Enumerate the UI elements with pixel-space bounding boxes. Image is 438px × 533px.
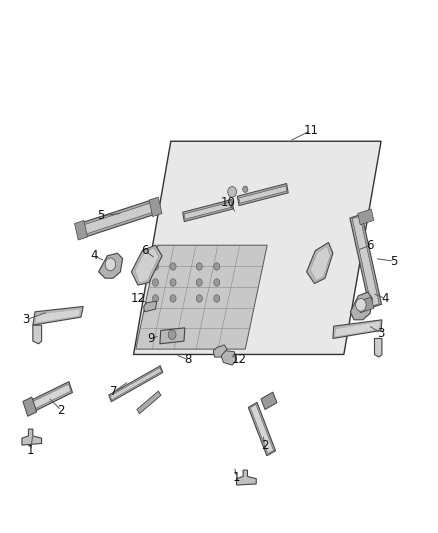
Bar <box>183 199 233 222</box>
Text: 5: 5 <box>97 209 104 222</box>
Circle shape <box>152 295 159 302</box>
Circle shape <box>168 330 176 340</box>
Polygon shape <box>136 245 267 349</box>
Bar <box>251 405 273 454</box>
Polygon shape <box>134 141 381 354</box>
Circle shape <box>152 263 159 270</box>
Bar <box>237 183 288 206</box>
Polygon shape <box>160 328 185 344</box>
Polygon shape <box>213 345 227 357</box>
Bar <box>28 382 72 413</box>
Circle shape <box>228 187 237 197</box>
Text: 5: 5 <box>391 255 398 268</box>
Circle shape <box>152 279 159 286</box>
Bar <box>358 209 374 225</box>
Text: 3: 3 <box>23 313 30 326</box>
Circle shape <box>170 279 176 286</box>
Circle shape <box>214 295 220 302</box>
Text: 11: 11 <box>304 124 318 137</box>
Polygon shape <box>33 306 83 325</box>
Bar <box>80 202 156 235</box>
Circle shape <box>214 263 220 270</box>
Text: 12: 12 <box>131 292 145 305</box>
Polygon shape <box>310 246 330 281</box>
Polygon shape <box>333 320 382 338</box>
Text: 7: 7 <box>110 385 118 398</box>
Text: 2: 2 <box>261 439 269 451</box>
Circle shape <box>105 258 116 271</box>
Text: 6: 6 <box>141 244 148 257</box>
Circle shape <box>243 186 248 192</box>
Polygon shape <box>131 245 162 285</box>
Polygon shape <box>22 429 42 445</box>
Text: 9: 9 <box>147 332 155 345</box>
Circle shape <box>196 263 202 270</box>
Polygon shape <box>135 248 159 283</box>
Bar <box>184 202 232 219</box>
Polygon shape <box>144 301 157 312</box>
Bar <box>358 297 374 313</box>
Circle shape <box>196 279 202 286</box>
Text: 4: 4 <box>90 249 98 262</box>
Text: 2: 2 <box>57 404 65 417</box>
Text: 6: 6 <box>366 239 374 252</box>
Text: 4: 4 <box>381 292 389 305</box>
Bar <box>110 368 161 400</box>
Bar <box>350 214 381 308</box>
Polygon shape <box>33 325 42 344</box>
Bar <box>149 197 162 216</box>
Bar <box>261 392 277 409</box>
Bar <box>109 366 163 402</box>
Text: 1: 1 <box>27 444 35 457</box>
Polygon shape <box>99 253 123 278</box>
Bar <box>352 216 379 306</box>
Bar <box>239 186 287 203</box>
Bar <box>74 221 88 240</box>
Polygon shape <box>237 470 256 485</box>
Bar <box>23 397 37 416</box>
Text: 10: 10 <box>220 196 235 209</box>
Circle shape <box>196 295 202 302</box>
Text: 8: 8 <box>185 353 192 366</box>
Polygon shape <box>221 351 237 365</box>
Circle shape <box>170 263 176 270</box>
Bar <box>78 199 158 238</box>
Polygon shape <box>35 309 80 323</box>
Text: 12: 12 <box>231 353 246 366</box>
Circle shape <box>170 295 176 302</box>
Text: 1: 1 <box>233 471 240 483</box>
Polygon shape <box>374 338 382 357</box>
Polygon shape <box>307 243 333 284</box>
Circle shape <box>356 298 366 311</box>
Bar <box>30 384 71 410</box>
Polygon shape <box>335 321 380 337</box>
Bar <box>137 391 161 414</box>
Circle shape <box>214 279 220 286</box>
Bar <box>248 402 276 456</box>
Text: 3: 3 <box>378 327 385 340</box>
Polygon shape <box>350 292 372 320</box>
